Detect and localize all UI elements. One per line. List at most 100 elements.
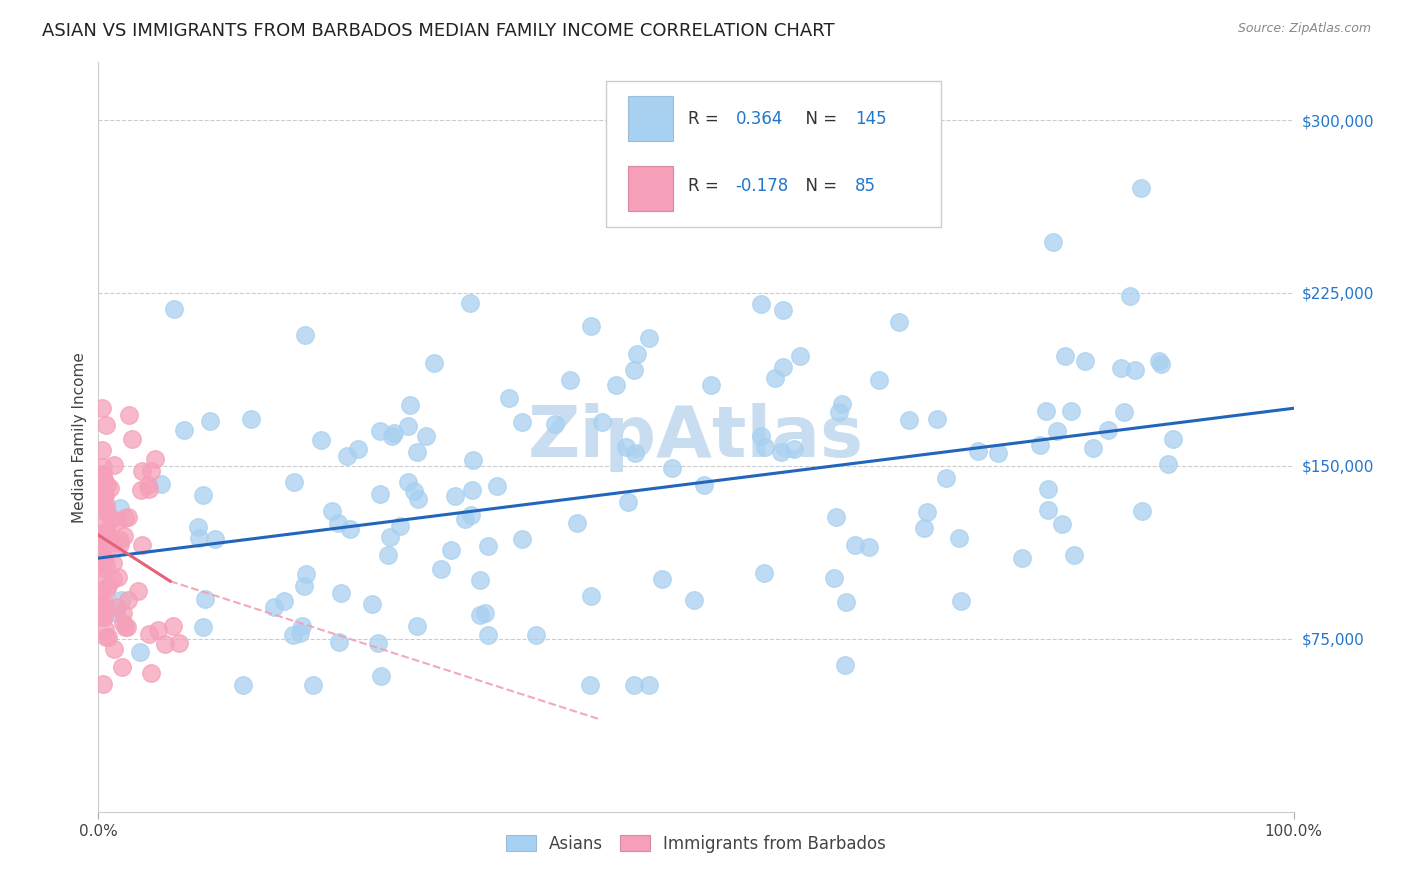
Asians — [835, 595, 858, 609]
Immigrants from Barbados — [169, 635, 191, 649]
Immigrants from Barbados — [112, 606, 135, 620]
Asians — [292, 579, 315, 593]
Bar — [628, 166, 673, 211]
Asians — [360, 597, 382, 611]
Asians — [415, 429, 437, 443]
Asians — [887, 316, 910, 330]
Asians — [1050, 517, 1073, 532]
Asians — [187, 519, 209, 533]
Asians — [470, 573, 492, 587]
Asians — [770, 444, 793, 458]
Asians — [423, 356, 446, 370]
Immigrants from Barbados — [97, 579, 120, 593]
Immigrants from Barbados — [97, 533, 120, 547]
Asians — [1129, 181, 1152, 195]
Immigrants from Barbados — [101, 556, 124, 570]
Asians — [281, 628, 304, 642]
Immigrants from Barbados — [91, 487, 114, 501]
Immigrants from Barbados — [91, 602, 114, 616]
Asians — [110, 592, 132, 607]
Immigrants from Barbados — [131, 538, 153, 552]
Asians — [346, 442, 368, 456]
Asians — [402, 484, 425, 499]
Immigrants from Barbados — [91, 467, 114, 482]
Immigrants from Barbados — [143, 451, 166, 466]
Asians — [273, 594, 295, 608]
Asians — [868, 373, 890, 387]
Immigrants from Barbados — [91, 503, 114, 517]
Asians — [987, 446, 1010, 460]
Asians — [579, 678, 602, 692]
Immigrants from Barbados — [91, 536, 114, 550]
Immigrants from Barbados — [96, 477, 118, 491]
Immigrants from Barbados — [91, 554, 114, 568]
Immigrants from Barbados — [138, 626, 160, 640]
Asians — [966, 443, 988, 458]
Asians — [1130, 504, 1153, 518]
Immigrants from Barbados — [117, 510, 139, 524]
Asians — [651, 572, 673, 586]
Asians — [1163, 432, 1185, 446]
Asians — [1123, 363, 1146, 377]
Immigrants from Barbados — [91, 545, 114, 559]
Immigrants from Barbados — [103, 642, 125, 657]
Text: R =: R = — [688, 110, 724, 128]
Immigrants from Barbados — [103, 458, 125, 473]
Asians — [198, 414, 221, 428]
Immigrants from Barbados — [93, 622, 115, 636]
Text: ZipAtlas: ZipAtlas — [529, 402, 863, 472]
Asians — [149, 477, 172, 491]
Immigrants from Barbados — [91, 574, 114, 588]
Immigrants from Barbados — [97, 630, 120, 644]
Asians — [328, 635, 350, 649]
Asians — [623, 678, 645, 692]
Asians — [406, 492, 429, 507]
Immigrants from Barbados — [114, 620, 136, 634]
Immigrants from Barbados — [110, 537, 132, 551]
Immigrants from Barbados — [93, 473, 115, 487]
Asians — [329, 585, 352, 599]
Asians — [460, 508, 482, 522]
Asians — [624, 445, 647, 459]
Text: N =: N = — [796, 178, 842, 195]
Immigrants from Barbados — [91, 561, 114, 575]
Asians — [291, 619, 314, 633]
Asians — [912, 521, 935, 535]
Immigrants from Barbados — [114, 510, 136, 524]
Asians — [399, 398, 422, 412]
Immigrants from Barbados — [94, 503, 117, 517]
Asians — [828, 405, 851, 419]
Asians — [1060, 403, 1083, 417]
Immigrants from Barbados — [107, 570, 129, 584]
Immigrants from Barbados — [112, 529, 135, 543]
Immigrants from Barbados — [93, 517, 115, 532]
Immigrants from Barbados — [91, 610, 114, 624]
Immigrants from Barbados — [93, 473, 115, 487]
Immigrants from Barbados — [139, 464, 162, 478]
Asians — [382, 425, 405, 440]
Immigrants from Barbados — [115, 620, 138, 634]
Asians — [661, 460, 683, 475]
Immigrants from Barbados — [94, 525, 117, 540]
Asians — [1112, 405, 1135, 419]
Asians — [763, 370, 786, 384]
Immigrants from Barbados — [91, 602, 114, 616]
Immigrants from Barbados — [138, 482, 160, 496]
Immigrants from Barbados — [93, 600, 115, 615]
Immigrants from Barbados — [91, 443, 114, 458]
Asians — [468, 607, 491, 622]
Asians — [1157, 457, 1180, 471]
Asians — [1035, 404, 1057, 418]
Asians — [194, 592, 217, 607]
Asians — [204, 532, 226, 546]
Asians — [752, 566, 775, 580]
Asians — [406, 444, 429, 458]
Asians — [1097, 423, 1119, 437]
Asians — [510, 533, 533, 547]
Asians — [1045, 424, 1067, 438]
Asians — [1074, 354, 1097, 368]
Asians — [614, 440, 637, 454]
Asians — [378, 530, 401, 544]
Asians — [321, 504, 343, 518]
Asians — [565, 516, 588, 530]
